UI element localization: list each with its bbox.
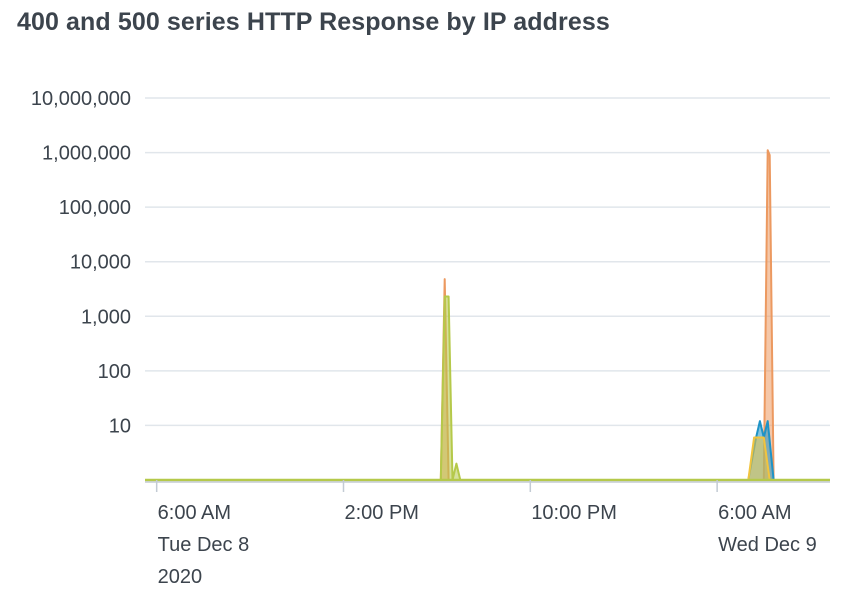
- panel-title: 400 and 500 series HTTP Response by IP a…: [17, 8, 610, 36]
- y-tick-label: 10,000,000: [31, 88, 131, 110]
- x-tick-label: 6:00 AM: [718, 502, 791, 524]
- y-tick-label: 1,000: [81, 306, 131, 328]
- y-tick-label: 100: [98, 361, 131, 383]
- y-gridlines: [145, 97, 830, 427]
- y-tick-label: 100,000: [59, 197, 131, 219]
- x-tick-label: 2:00 PM: [344, 502, 418, 524]
- x-tick-label: Wed Dec 9: [718, 534, 817, 556]
- series-areas: [439, 149, 775, 481]
- y-tick-label: 1,000,000: [42, 143, 131, 165]
- series-area-1: [439, 149, 775, 481]
- x-tick-label: Tue Dec 8: [158, 534, 250, 556]
- y-tick-label: 10,000: [70, 252, 131, 274]
- y-axis-tick-labels: 10 100 1,000 10,000 100,000 1,000,000 10,000,0…: [31, 88, 131, 437]
- y-tick-label: 10: [109, 415, 131, 437]
- series-area-2: [439, 295, 462, 481]
- x-tick-label: 6:00 AM: [158, 502, 231, 524]
- x-axis: 6:00 AM Tue Dec 8 2020 2:00 PM 10:00 PM 6:00 …: [145, 478, 830, 588]
- x-tick-label: 10:00 PM: [531, 502, 617, 524]
- x-tick-label: 2020: [158, 566, 203, 588]
